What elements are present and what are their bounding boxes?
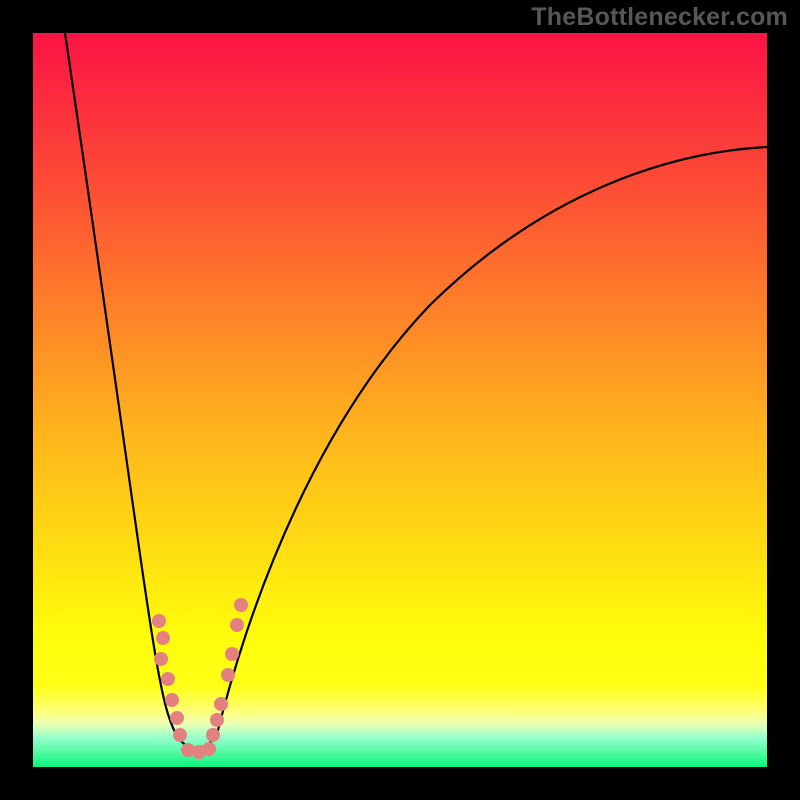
data-marker bbox=[230, 618, 244, 632]
data-marker bbox=[156, 631, 170, 645]
curve-overlay bbox=[0, 0, 800, 800]
chart-root: TheBottlenecker.com bbox=[0, 0, 800, 800]
data-marker bbox=[170, 711, 184, 725]
data-marker bbox=[202, 742, 216, 756]
data-marker bbox=[154, 652, 168, 666]
data-marker bbox=[152, 614, 166, 628]
data-marker bbox=[234, 598, 248, 612]
bottleneck-curve bbox=[65, 33, 767, 748]
data-marker bbox=[221, 668, 235, 682]
data-marker bbox=[161, 672, 175, 686]
data-marker bbox=[173, 728, 187, 742]
data-marker bbox=[206, 728, 220, 742]
plot-area bbox=[33, 33, 767, 767]
data-marker bbox=[165, 693, 179, 707]
watermark: TheBottlenecker.com bbox=[531, 3, 788, 32]
data-marker bbox=[210, 713, 224, 727]
data-marker bbox=[214, 697, 228, 711]
data-marker bbox=[225, 647, 239, 661]
marker-group bbox=[152, 598, 248, 759]
